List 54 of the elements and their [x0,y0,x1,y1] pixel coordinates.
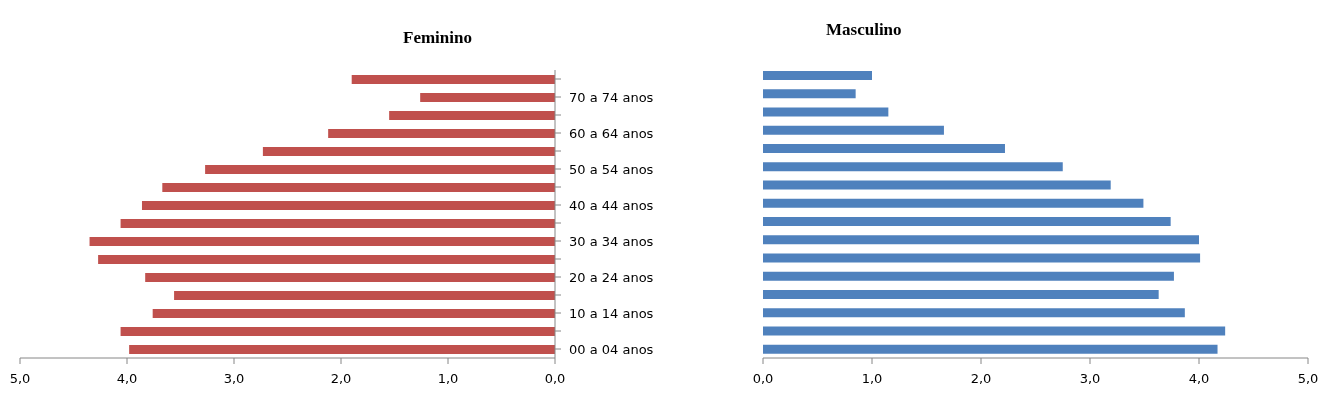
chart-title: Feminino [403,28,472,48]
bar [351,75,555,84]
bar [420,93,555,102]
bar [328,129,555,138]
x-tick-label: 5,0 [9,371,31,387]
y-tick-label: 70 a 74 anos [569,89,654,105]
y-tick-label: 60 a 64 anos [569,125,654,141]
x-tick-label: 3,0 [223,371,245,387]
bar [205,165,555,174]
chart-title: Masculino [826,20,902,40]
bar [389,111,555,120]
y-tick-label: 50 a 54 anos [569,161,654,177]
bar [89,237,555,246]
bar [152,309,555,318]
y-tick-label: 10 a 14 anos [569,305,654,321]
bar [98,255,555,264]
bar [763,290,1159,299]
bar [763,217,1171,226]
bar [763,180,1111,190]
bar [141,201,555,210]
bar [129,345,555,354]
x-tick-label: 2,0 [330,371,352,387]
bar [763,125,944,135]
bar [763,198,1144,208]
x-tick-label: 0,0 [752,371,774,387]
x-tick-label: 4,0 [116,371,138,387]
bar [174,291,555,300]
bar [763,144,1005,153]
x-tick-label: 2,0 [970,371,992,387]
bar [763,107,889,117]
bar [145,273,555,282]
bar [763,344,1218,354]
x-tick-label: 1,0 [437,371,459,387]
x-tick-label: 5,0 [1297,371,1319,387]
bar [763,71,872,80]
bar [763,253,1201,263]
y-tick-label: 30 a 34 anos [569,233,654,249]
bar [262,147,555,156]
bar [763,308,1185,318]
x-tick-label: 3,0 [1079,371,1101,387]
bar [763,271,1174,281]
x-tick-label: 0,0 [544,371,566,387]
x-tick-label: 1,0 [861,371,883,387]
x-tick-label: 4,0 [1188,371,1210,387]
bar [763,162,1063,172]
bar [763,235,1199,245]
bar [120,327,555,336]
bar [763,89,856,99]
y-tick-label: 00 a 04 anos [569,341,654,357]
bar [763,326,1226,336]
y-tick-label: 40 a 44 anos [569,197,654,213]
bar [120,219,555,228]
bar [162,183,555,192]
y-tick-label: 20 a 24 anos [569,269,654,285]
